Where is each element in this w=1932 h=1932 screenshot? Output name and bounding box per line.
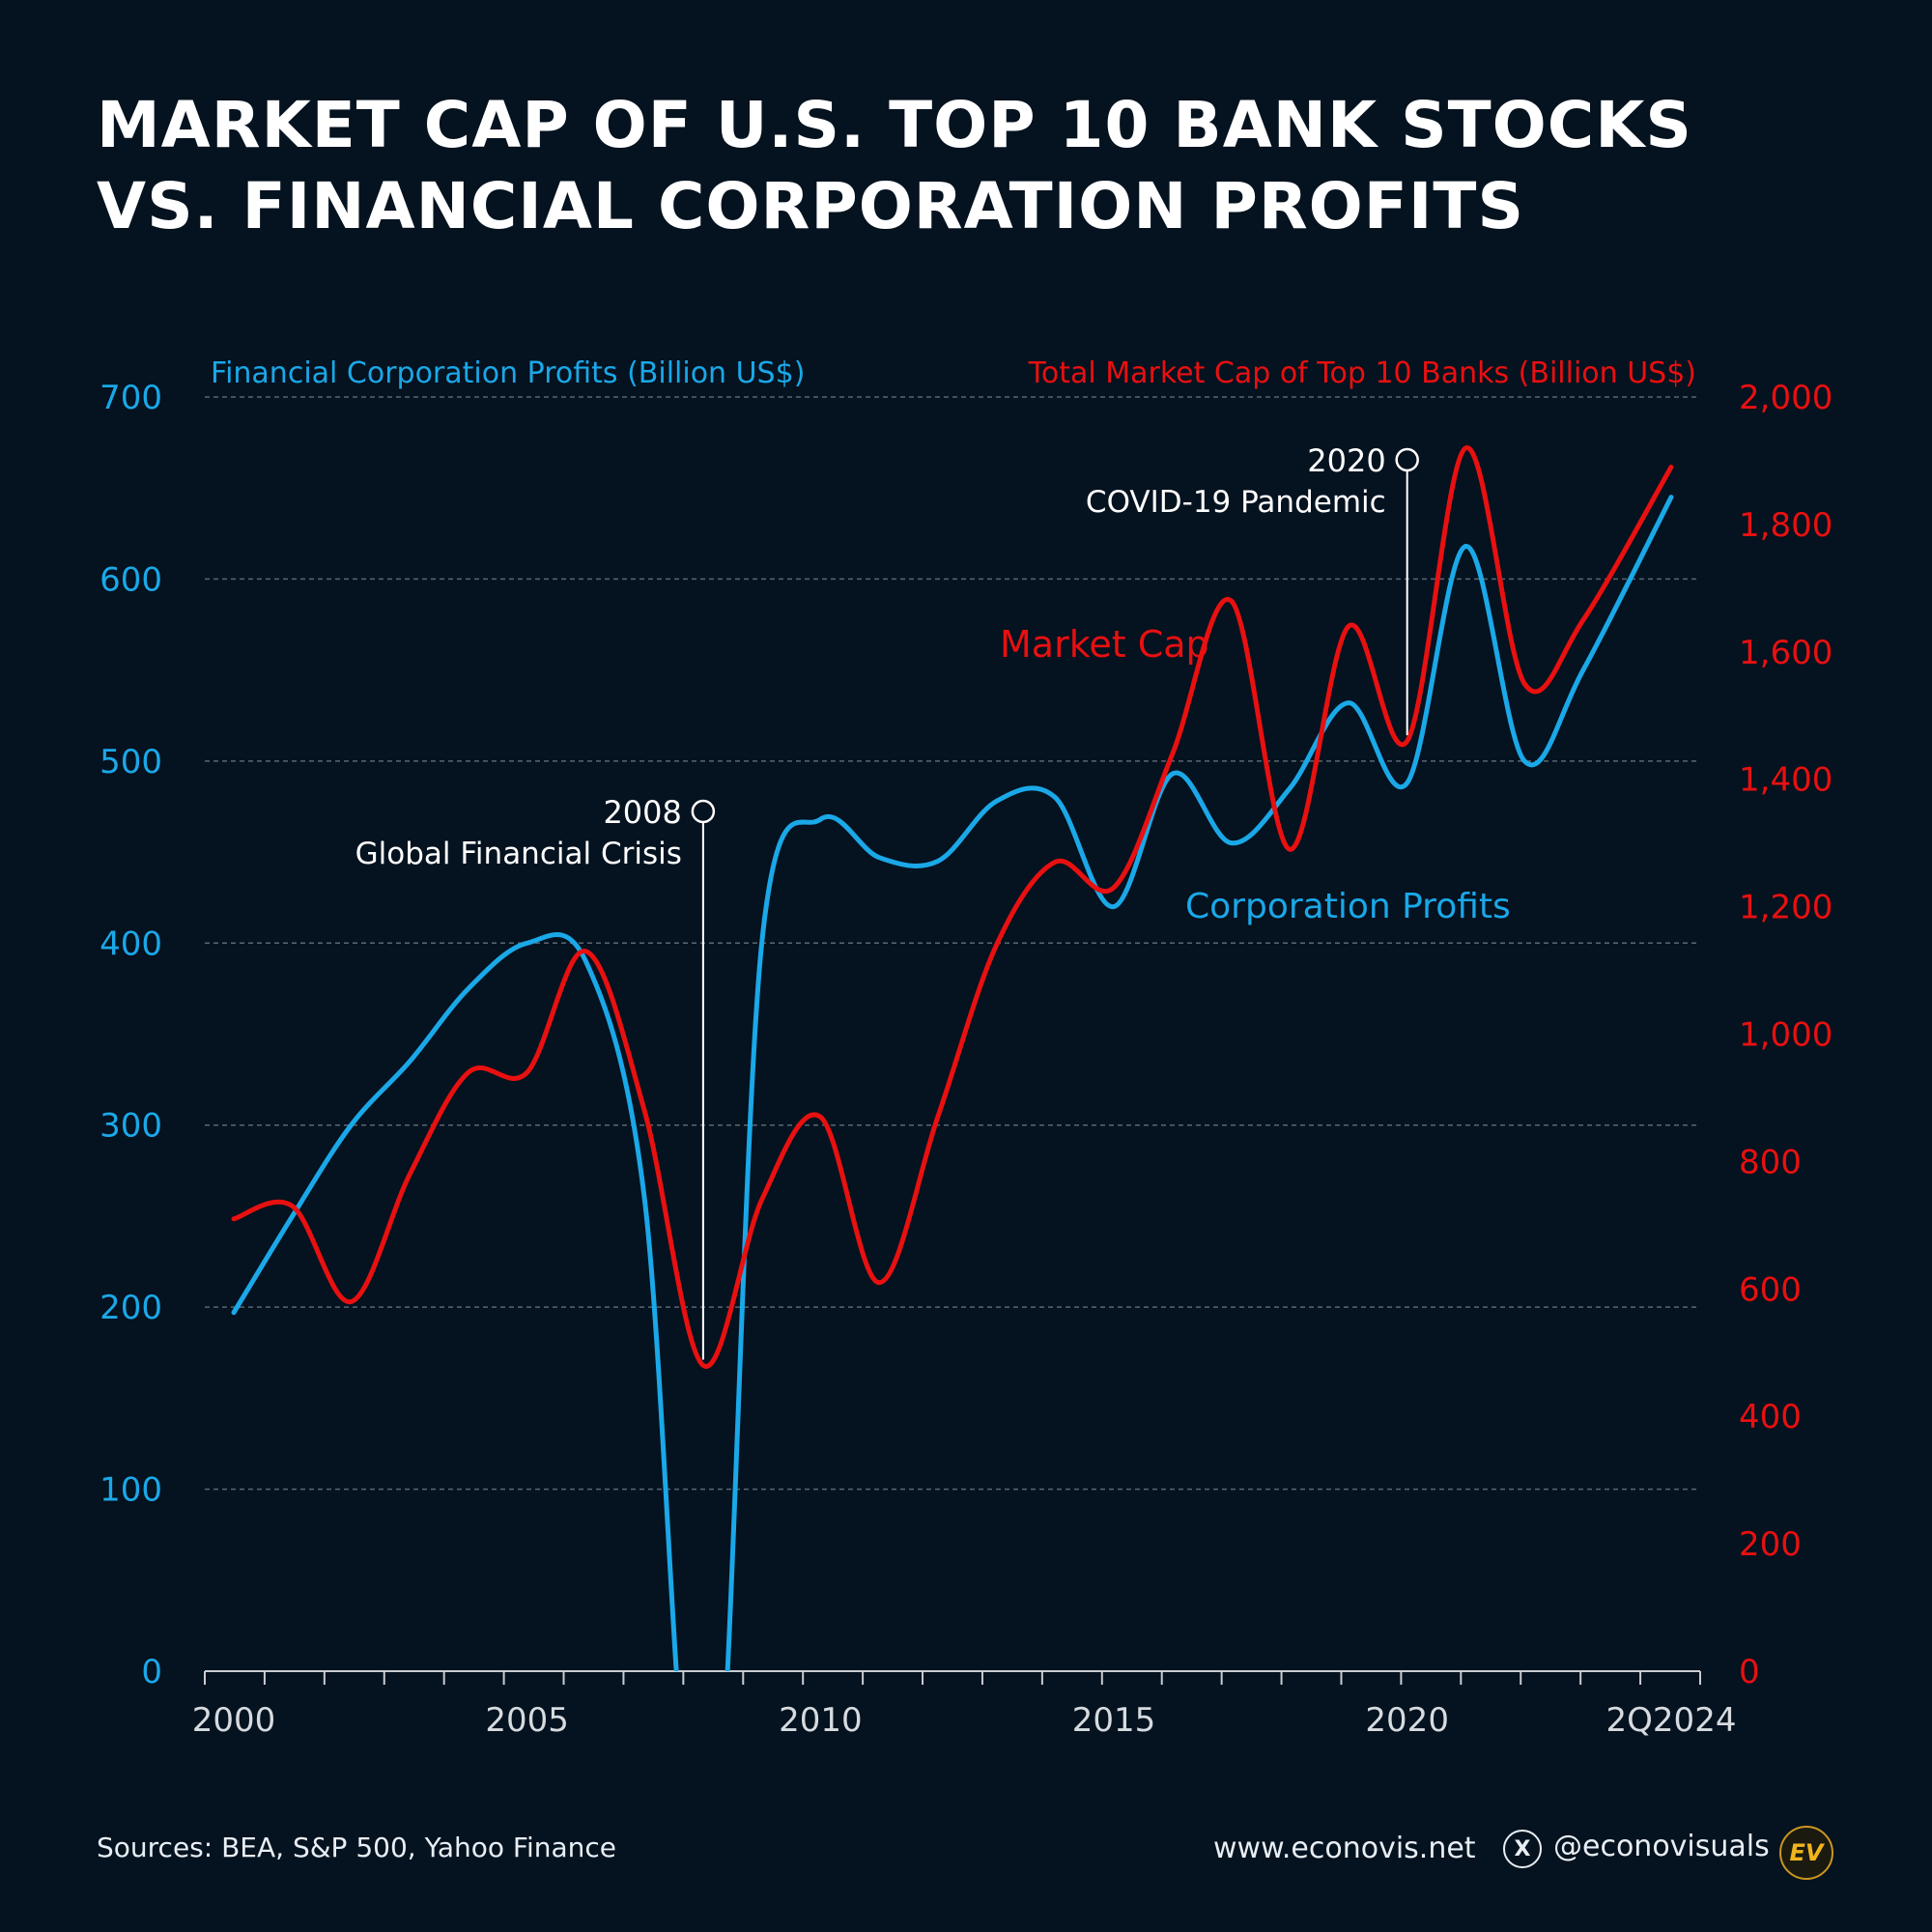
annotation-year: 2008 xyxy=(603,794,681,831)
annotation-marker xyxy=(1395,447,1419,472)
right-tick-label: 800 xyxy=(1739,1143,1802,1181)
x-tick-label: 2020 xyxy=(1365,1701,1449,1740)
right-tick-label: 1,800 xyxy=(1739,506,1833,545)
x-logo-icon: X xyxy=(1503,1830,1542,1868)
left-tick-label: 0 xyxy=(141,1653,162,1691)
left-tick-label: 400 xyxy=(99,924,162,963)
left-tick-label: 600 xyxy=(99,560,162,599)
right-tick-label: 400 xyxy=(1739,1398,1802,1436)
series-label-profits: Corporation Profits xyxy=(1185,887,1511,926)
chart-title: MARKET CAP OF U.S. TOP 10 BANK STOCKS VS… xyxy=(97,85,1835,247)
x-tick-label: 2005 xyxy=(485,1701,569,1740)
left-tick-label: 500 xyxy=(99,743,162,781)
econovis-logo: EV xyxy=(1779,1826,1833,1880)
social-handle[interactable]: @econovisuals xyxy=(1553,1830,1770,1863)
x-tick-label: 2010 xyxy=(779,1701,863,1740)
right-axis-title: Total Market Cap of Top 10 Banks (Billio… xyxy=(1028,356,1696,390)
x-tick-label: 2015 xyxy=(1072,1701,1156,1740)
series-label-market-cap: Market Cap xyxy=(1000,623,1209,666)
annotation-year: 2020 xyxy=(1307,442,1385,479)
website-link[interactable]: www.econovis.net xyxy=(1213,1832,1476,1865)
right-tick-label: 0 xyxy=(1739,1653,1760,1691)
annotation-marker xyxy=(691,799,716,824)
title-line-2: VS. FINANCIAL CORPORATION PROFITS xyxy=(97,169,1524,243)
right-tick-label: 200 xyxy=(1739,1525,1802,1564)
right-tick-label: 1,000 xyxy=(1739,1016,1833,1055)
right-tick-label: 600 xyxy=(1739,1270,1802,1309)
title-line-1: MARKET CAP OF U.S. TOP 10 BANK STOCKS xyxy=(97,88,1692,162)
sources-text: Sources: BEA, S&P 500, Yahoo Finance xyxy=(97,1832,617,1863)
right-tick-label: 1,400 xyxy=(1739,761,1833,800)
left-axis-title: Financial Corporation Profits (Billion U… xyxy=(211,356,805,390)
series-line-market-cap xyxy=(231,445,1674,1369)
left-tick-label: 200 xyxy=(99,1289,162,1327)
left-tick-label: 700 xyxy=(99,379,162,417)
series-line-profits xyxy=(231,495,1674,1671)
annotation-text: COVID-19 Pandemic xyxy=(1086,485,1386,520)
right-tick-label: 1,200 xyxy=(1739,889,1833,927)
x-tick-label: 2Q2024 xyxy=(1606,1701,1737,1740)
annotation-text: Global Financial Crisis xyxy=(355,837,682,871)
left-tick-label: 100 xyxy=(99,1471,162,1510)
right-tick-label: 2,000 xyxy=(1739,379,1833,417)
x-tick-label: 2000 xyxy=(192,1701,276,1740)
left-tick-label: 300 xyxy=(99,1107,162,1146)
right-tick-label: 1,600 xyxy=(1739,634,1833,672)
